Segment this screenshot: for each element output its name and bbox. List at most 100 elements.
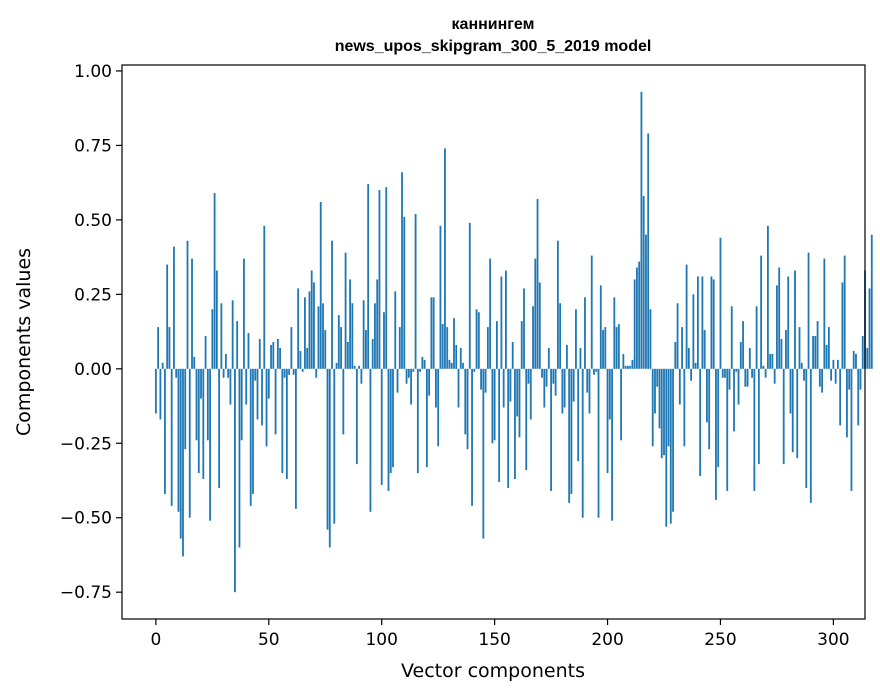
bar bbox=[261, 368, 263, 426]
bar bbox=[457, 368, 460, 408]
bar bbox=[344, 252, 347, 369]
bar bbox=[414, 213, 417, 369]
y-tick-label: 0.75 bbox=[74, 136, 112, 156]
bar bbox=[419, 368, 422, 372]
bar bbox=[464, 368, 467, 435]
bar bbox=[491, 368, 494, 444]
bar bbox=[787, 276, 790, 369]
bar bbox=[308, 291, 311, 369]
bar bbox=[265, 368, 268, 447]
bar bbox=[570, 368, 573, 494]
bar bbox=[586, 368, 589, 393]
bar bbox=[468, 222, 471, 369]
bar bbox=[850, 368, 853, 491]
bar bbox=[708, 368, 711, 450]
bar bbox=[696, 276, 699, 369]
bar bbox=[428, 368, 431, 396]
bar bbox=[728, 368, 731, 390]
bar bbox=[633, 279, 636, 369]
bar bbox=[173, 246, 175, 369]
bar bbox=[525, 368, 528, 471]
bar bbox=[735, 368, 738, 372]
bar bbox=[710, 276, 713, 369]
bar bbox=[599, 285, 602, 369]
bar bbox=[380, 368, 383, 485]
bar bbox=[837, 359, 839, 369]
bar bbox=[552, 368, 555, 384]
bar bbox=[355, 368, 358, 465]
bar bbox=[568, 368, 571, 503]
bar bbox=[385, 187, 388, 369]
bar bbox=[182, 368, 184, 557]
bar bbox=[157, 327, 160, 369]
bar bbox=[809, 368, 812, 503]
bar bbox=[283, 368, 286, 378]
bar bbox=[678, 368, 681, 405]
bar bbox=[179, 368, 182, 539]
x-tick-label: 250 bbox=[704, 630, 736, 650]
bar bbox=[292, 368, 295, 375]
bar bbox=[622, 353, 625, 369]
bar bbox=[579, 347, 582, 369]
bar bbox=[310, 270, 313, 369]
bar bbox=[224, 353, 227, 369]
y-tick-label: 1.00 bbox=[74, 62, 112, 82]
bar bbox=[683, 368, 686, 447]
bar bbox=[581, 368, 584, 518]
bar bbox=[773, 368, 776, 384]
x-tick-label: 100 bbox=[365, 630, 397, 650]
bar bbox=[159, 368, 162, 420]
bar bbox=[613, 297, 616, 369]
bar bbox=[184, 368, 187, 450]
bar bbox=[186, 240, 189, 369]
bar bbox=[739, 342, 742, 369]
bar bbox=[473, 368, 476, 372]
bar bbox=[776, 285, 778, 369]
bar bbox=[392, 368, 394, 468]
bar bbox=[642, 196, 645, 369]
bar bbox=[590, 255, 593, 369]
bar bbox=[177, 368, 180, 512]
bar bbox=[595, 368, 598, 372]
bar bbox=[398, 327, 401, 369]
bar bbox=[532, 306, 534, 369]
bar bbox=[694, 362, 697, 369]
bar bbox=[624, 365, 627, 369]
bar bbox=[371, 339, 374, 369]
bar bbox=[168, 327, 171, 369]
bar bbox=[615, 327, 618, 369]
bar bbox=[328, 368, 331, 548]
bar bbox=[425, 368, 428, 468]
bar bbox=[807, 252, 810, 369]
bar bbox=[421, 356, 424, 369]
bar bbox=[274, 368, 277, 435]
bar bbox=[527, 368, 530, 384]
bar bbox=[685, 264, 688, 369]
bar bbox=[281, 368, 284, 474]
bar bbox=[751, 368, 753, 378]
bar bbox=[791, 368, 794, 453]
bar bbox=[227, 368, 230, 378]
bar bbox=[335, 362, 338, 369]
bar bbox=[516, 368, 519, 417]
bar bbox=[712, 279, 715, 369]
bar bbox=[234, 368, 236, 593]
bar bbox=[753, 368, 756, 491]
bar bbox=[608, 368, 611, 420]
bar bbox=[475, 309, 478, 369]
bar bbox=[439, 225, 442, 369]
bar bbox=[724, 368, 726, 378]
bar bbox=[245, 368, 248, 405]
bar bbox=[649, 309, 652, 369]
bar bbox=[441, 324, 444, 369]
bar bbox=[821, 368, 823, 393]
bar bbox=[572, 368, 575, 402]
bar bbox=[249, 368, 252, 506]
bar bbox=[830, 368, 833, 381]
bar bbox=[256, 368, 259, 420]
bar bbox=[794, 270, 796, 369]
bar bbox=[480, 368, 482, 390]
bar bbox=[209, 368, 211, 521]
bar bbox=[166, 264, 169, 369]
bars-group bbox=[154, 91, 873, 593]
